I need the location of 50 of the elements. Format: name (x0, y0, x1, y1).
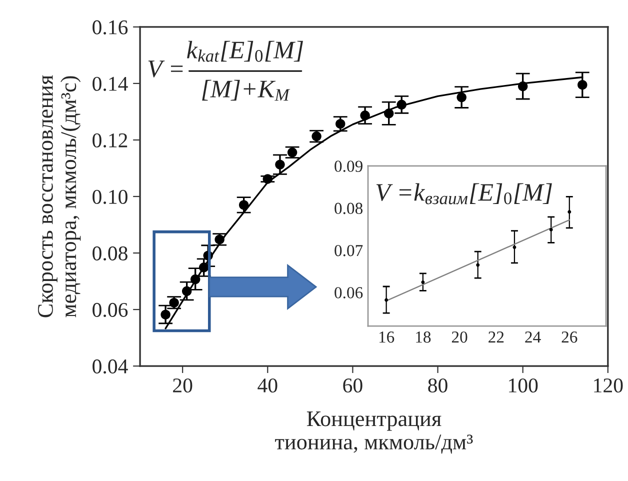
y-tick-label: 0.06 (92, 302, 128, 318)
x-axis-title: Концентрация тионина, мкмоль/дм³ (275, 411, 473, 454)
point (456, 92, 466, 102)
point (198, 262, 209, 272)
annotation: V = (148, 60, 183, 78)
point (384, 298, 388, 302)
y-tick-label: 0.08 (92, 246, 128, 261)
point (568, 210, 572, 214)
point (336, 119, 346, 129)
y-tick-label: 0.16 (92, 20, 128, 34)
point (214, 234, 224, 244)
point (160, 310, 170, 320)
x-tick-label: 22 (488, 332, 504, 343)
x-tick-label: 18 (416, 331, 431, 343)
point (190, 274, 200, 284)
x-tick-label: 16 (379, 332, 394, 343)
annotation: [M]+K$_{M}$ (202, 80, 290, 101)
y-tick-label: 0.14 (92, 76, 128, 91)
x-tick-label: 20 (452, 331, 468, 343)
y-tick-label: 0.04 (92, 359, 128, 374)
point (518, 81, 528, 92)
y-tick-label: 0.12 (92, 133, 128, 148)
point (238, 200, 249, 210)
point (396, 100, 406, 110)
point (578, 80, 588, 90)
x-tick-label: 120 (594, 378, 623, 393)
y-tick-label: 0.08 (334, 202, 363, 214)
point (275, 160, 285, 170)
y-axis-title: Скорость восстановления медиатора, мкмоль/(дм³с) (38, 75, 81, 318)
x-tick-label: 80 (428, 378, 448, 393)
y-tick-label: 0.09 (334, 160, 362, 172)
point (512, 246, 516, 250)
x-tick-label: 24 (525, 332, 541, 343)
point (476, 263, 480, 267)
annotation: V =k$_{взаим}$[E]$_{0}$[M] (376, 183, 552, 204)
point (421, 280, 425, 284)
point (360, 110, 370, 120)
point (384, 108, 394, 118)
x-tick-label: 60 (343, 378, 362, 393)
x-tick-label: 40 (258, 378, 278, 393)
y-tick-label: 0.06 (334, 287, 363, 298)
y-tick-label: 0.07 (334, 244, 363, 256)
point (549, 228, 553, 232)
point (182, 286, 192, 296)
point (312, 131, 322, 142)
x-tick-label: 20 (173, 378, 192, 393)
x-tick-label: 26 (562, 332, 578, 343)
annotation: k$_{kat}$[E]$_{0}$[M] (187, 40, 303, 62)
x-tick-label: 100 (509, 378, 538, 393)
y-tick-label: 0.10 (92, 190, 128, 204)
